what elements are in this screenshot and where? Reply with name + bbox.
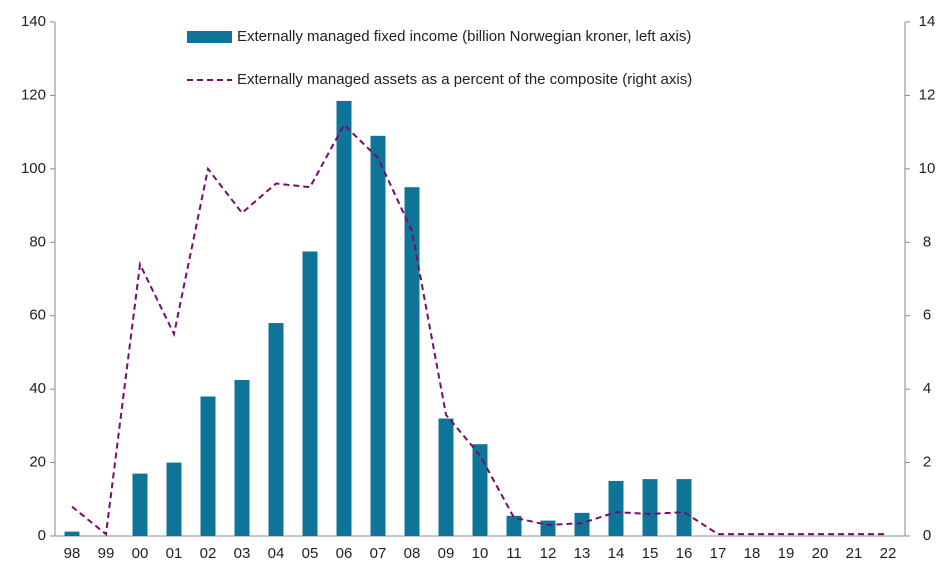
y-tick-label: 100 [21, 160, 46, 177]
x-tick-label: 06 [336, 545, 353, 562]
y-tick-label: 120 [21, 86, 46, 103]
x-tick-label: 13 [574, 545, 591, 562]
bar [506, 515, 522, 536]
x-tick-label: 00 [132, 545, 149, 562]
bar [676, 479, 692, 536]
x-tick-label: 11 [506, 545, 522, 562]
legend-label: Externally managed fixed income (billion… [237, 28, 691, 45]
bar [200, 396, 216, 536]
legend-label: Externally managed assets as a percent o… [237, 71, 692, 88]
bar [302, 251, 318, 536]
x-tick-label: 15 [642, 545, 659, 562]
legend-swatch [187, 31, 232, 43]
bar [370, 135, 386, 537]
y2-tick-label: 8 [923, 233, 931, 250]
bar [336, 100, 352, 536]
y-tick-label: 40 [29, 380, 46, 397]
y2-tick-label: 14 [919, 13, 936, 30]
x-tick-label: 09 [438, 545, 455, 562]
x-tick-label: 99 [98, 545, 115, 562]
y2-tick-label: 4 [923, 380, 931, 397]
bar [268, 323, 284, 536]
x-tick-label: 01 [166, 545, 183, 562]
bar [608, 480, 624, 536]
y-tick-label: 0 [38, 527, 46, 544]
bar [234, 379, 250, 536]
bar [404, 187, 420, 536]
bar [642, 479, 658, 536]
x-tick-label: 02 [200, 545, 217, 562]
bar [438, 418, 454, 536]
y-tick-label: 60 [29, 307, 46, 324]
y2-tick-label: 6 [923, 307, 931, 324]
y2-tick-label: 12 [919, 86, 936, 103]
y-tick-label: 140 [21, 13, 46, 30]
x-tick-label: 17 [710, 545, 727, 562]
y2-tick-label: 10 [919, 160, 936, 177]
x-tick-label: 21 [846, 545, 863, 562]
x-tick-label: 07 [370, 545, 387, 562]
x-tick-label: 19 [778, 545, 795, 562]
y2-tick-label: 0 [923, 527, 931, 544]
x-tick-label: 16 [676, 545, 693, 562]
x-tick-label: 10 [472, 545, 489, 562]
x-tick-label: 22 [880, 545, 897, 562]
bar [132, 473, 148, 536]
x-tick-label: 98 [64, 545, 81, 562]
line [71, 123, 888, 537]
x-tick-label: 04 [268, 545, 285, 562]
bar [472, 444, 488, 536]
x-tick-label: 14 [608, 545, 625, 562]
bar [64, 531, 80, 536]
y-tick-label: 80 [29, 233, 46, 250]
x-tick-label: 20 [812, 545, 829, 562]
bar [574, 512, 590, 536]
x-tick-label: 05 [302, 545, 319, 562]
y-tick-label: 20 [29, 454, 46, 471]
bar [166, 462, 182, 536]
y2-tick-label: 2 [923, 454, 931, 471]
x-tick-label: 08 [404, 545, 421, 562]
x-tick-label: 03 [234, 545, 251, 562]
x-tick-label: 18 [744, 545, 761, 562]
x-tick-label: 12 [540, 545, 557, 562]
